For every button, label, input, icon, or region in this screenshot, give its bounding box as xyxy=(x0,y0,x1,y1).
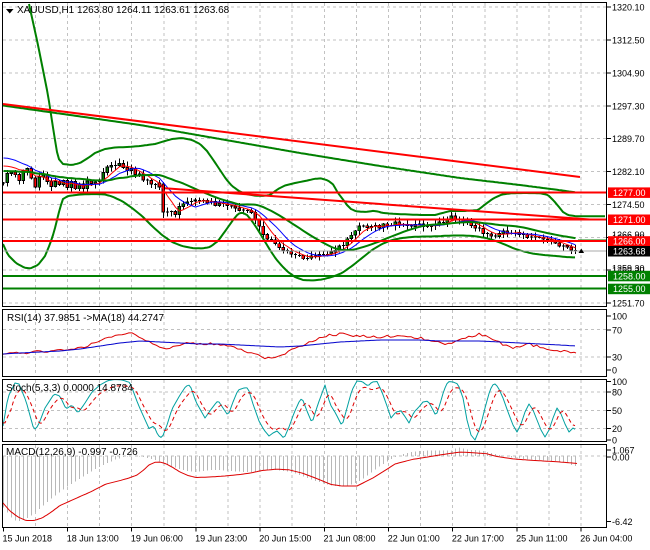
svg-text:1263.68: 1263.68 xyxy=(613,247,646,257)
svg-text:20: 20 xyxy=(612,424,622,434)
svg-text:21 Jun 08:00: 21 Jun 08:00 xyxy=(324,534,376,544)
svg-text:26 Jun 04:00: 26 Jun 04:00 xyxy=(580,534,632,544)
svg-text:1259.30: 1259.30 xyxy=(612,266,645,276)
svg-text:1.067: 1.067 xyxy=(612,446,635,456)
svg-text:0: 0 xyxy=(612,366,617,376)
svg-text:70: 70 xyxy=(612,326,622,336)
svg-text:100: 100 xyxy=(612,312,627,322)
svg-text:1304.90: 1304.90 xyxy=(612,68,645,78)
svg-text:1259.30: 1259.30 xyxy=(612,264,645,274)
svg-text:XAUUSD,H1 1263.80 1264.11 126: XAUUSD,H1 1263.80 1264.11 1263.61 1263.6… xyxy=(17,5,230,16)
svg-text:18 Jun 13:00: 18 Jun 13:00 xyxy=(67,534,119,544)
svg-text:1255.00: 1255.00 xyxy=(613,284,646,294)
svg-text:1282.10: 1282.10 xyxy=(612,167,645,177)
svg-text:15 Jun 2018: 15 Jun 2018 xyxy=(3,534,53,544)
svg-text:19 Jun 23:00: 19 Jun 23:00 xyxy=(195,534,247,544)
svg-text:1312.50: 1312.50 xyxy=(612,36,645,46)
svg-text:1258.00: 1258.00 xyxy=(613,271,646,281)
svg-text:0: 0 xyxy=(612,436,617,446)
svg-text:1266.90: 1266.90 xyxy=(612,230,645,240)
svg-text:1320.10: 1320.10 xyxy=(612,3,645,13)
svg-text:Stoch(5,3,3) 0.0000 14.8784: Stoch(5,3,3) 0.0000 14.8784 xyxy=(6,383,133,394)
svg-text:1289.70: 1289.70 xyxy=(612,134,645,144)
svg-text:1266.00: 1266.00 xyxy=(613,237,646,247)
svg-text:RSI(14) 37.9851 ->MA(18) 44.2: RSI(14) 37.9851 ->MA(18) 44.2747 xyxy=(7,313,164,324)
svg-text:1251.70: 1251.70 xyxy=(612,299,645,309)
svg-text:1271.00: 1271.00 xyxy=(613,215,646,225)
svg-text:-6.42: -6.42 xyxy=(612,517,633,527)
svg-text:25 Jun 11:00: 25 Jun 11:00 xyxy=(516,534,567,544)
svg-text:1277.00: 1277.00 xyxy=(613,188,646,198)
svg-text:20 Jun 15:00: 20 Jun 15:00 xyxy=(259,534,311,544)
svg-text:100: 100 xyxy=(612,377,627,387)
svg-text:0.00: 0.00 xyxy=(612,453,630,463)
svg-text:80: 80 xyxy=(612,388,622,398)
svg-text:1297.30: 1297.30 xyxy=(612,101,645,111)
svg-text:MACD(12,26,9) -0.997 -0.726: MACD(12,26,9) -0.997 -0.726 xyxy=(6,447,138,458)
svg-text:1274.50: 1274.50 xyxy=(612,200,645,210)
svg-text:19 Jun 06:00: 19 Jun 06:00 xyxy=(131,534,183,544)
svg-text:30: 30 xyxy=(612,353,622,363)
svg-text:22 Jun 17:00: 22 Jun 17:00 xyxy=(452,534,504,544)
svg-text:22 Jun 01:00: 22 Jun 01:00 xyxy=(388,534,440,544)
svg-text:50: 50 xyxy=(612,406,622,416)
